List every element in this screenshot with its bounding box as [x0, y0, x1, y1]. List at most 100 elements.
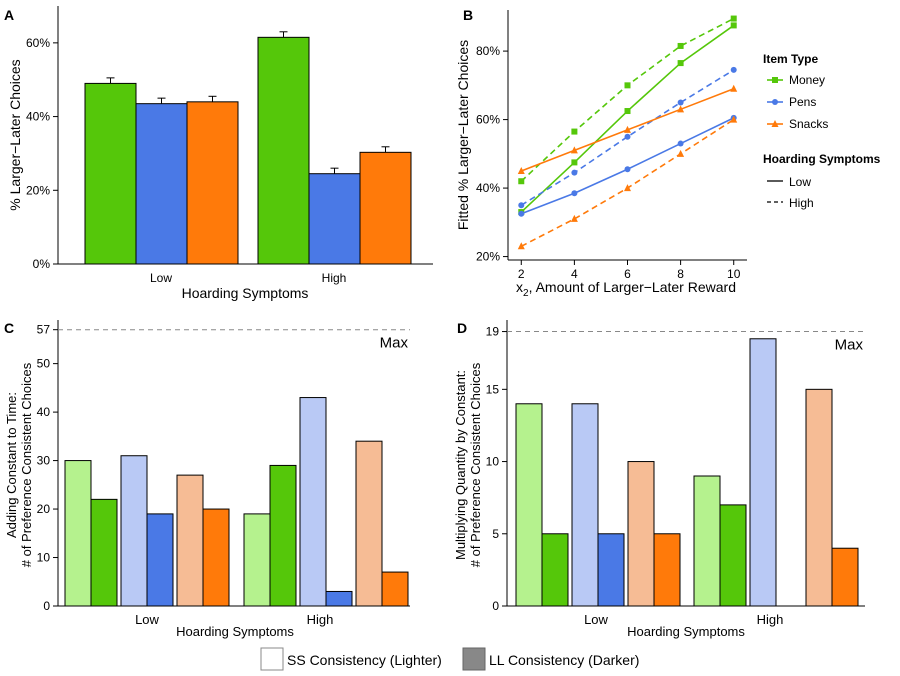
panel-c-bar-pens-ss-low	[120, 455, 148, 607]
panel-b-x-tick-label: 8	[677, 267, 684, 281]
panel-a-x-label: Hoarding Symptoms	[182, 285, 309, 301]
panel-d-bar-money-ll-low	[541, 533, 569, 607]
panel-a-y-label: % Larger−Later Choices	[7, 59, 23, 210]
panel-c-y-tick-label: 10	[37, 551, 51, 565]
panel-b-point-money	[518, 178, 525, 185]
panel-d-bar-money-ss-high	[693, 475, 721, 607]
legend-snacks-marker	[771, 120, 779, 127]
panel-c-max-label: Max	[380, 335, 409, 352]
panel-b-point-snacks	[624, 125, 631, 133]
panel-d-letter: D	[457, 320, 467, 336]
ss-legend-label: SS Consistency (Lighter)	[287, 652, 442, 668]
panel-d-y-label: Multiplying Quantity by Constant: # of P…	[453, 362, 483, 567]
panel-a-bar-snacks-high	[359, 151, 412, 265]
panel-c-y-tick-label: 20	[37, 502, 51, 516]
legend-item-type-title: Item Type	[763, 52, 818, 66]
ll-legend-label: LL Consistency (Darker)	[489, 652, 639, 668]
panel-b-y-tick-label: 20%	[476, 250, 500, 264]
legend-low-label: Low	[789, 175, 811, 189]
panel-b-point-pens	[571, 169, 578, 176]
panel-c-bar-snacks-ss-low	[176, 474, 204, 607]
panel-a-bar-money-low	[84, 82, 137, 265]
panel-b-point-pens	[624, 133, 631, 140]
panel-c-y-tick-label: 50	[37, 357, 51, 371]
panel-d-y-label-line1: Multiplying Quantity by Constant:	[453, 370, 468, 560]
panel-d-y-tick-label: 10	[486, 455, 500, 469]
panel-a-category-low: Low	[150, 271, 172, 285]
panel-b-point-money	[624, 108, 631, 115]
legend-high-label: High	[789, 196, 814, 210]
panel-c-bar-pens-ss-high	[299, 397, 327, 607]
panel-b-x-tick-label: 2	[518, 267, 525, 281]
panel-a-y-tick-label: 20%	[26, 183, 50, 197]
panel-b-point-money	[677, 60, 684, 67]
panel-b-x-tick-label: 4	[571, 267, 578, 281]
panel-d-bar-money-ss-low	[515, 403, 543, 607]
bottom-legend: SS Consistency (Lighter) LL Consistency …	[260, 647, 639, 671]
panel-a-y-tick-label: 40%	[26, 110, 50, 124]
panel-b-point-money	[571, 159, 578, 166]
panel-b-line-money-high	[520, 17, 735, 182]
panel-c-category-low: Low	[135, 612, 159, 627]
panel-d-bar-snacks-ll-high	[831, 547, 859, 607]
panel-c-y-label-line1: Adding Constant to Time:	[4, 392, 19, 538]
panel-b-y-tick-label: 80%	[476, 44, 500, 58]
panel-a-bar-pens-high	[308, 173, 361, 265]
panel-c-bar-pens-ll-low	[146, 513, 174, 607]
panel-c-bar-money-ss-high	[243, 513, 271, 607]
panel-b-point-money	[730, 15, 737, 22]
panel-b-y-tick-label: 40%	[476, 181, 500, 195]
panel-d-bar-pens-ss-low	[571, 403, 599, 607]
panel-b-x-label: x2, Amount of Larger−Later Reward	[516, 279, 736, 299]
panel-b-line-money-low	[520, 24, 735, 213]
panel-b-line-pens-high	[520, 69, 735, 206]
legend-hoarding-title: Hoarding Symptoms	[763, 152, 881, 166]
panel-c-x-label: Hoarding Symptoms	[176, 624, 294, 639]
panel-a-bar-money-high	[257, 36, 310, 265]
panel-b-point-pens	[518, 202, 525, 209]
panel-a-y-tick-label: 60%	[26, 36, 50, 50]
panel-b-point-snacks	[730, 84, 738, 92]
panel-d-y-tick-label: 0	[492, 599, 499, 613]
panel-a-category-high: High	[322, 271, 347, 285]
panel-d-bar-pens-ss-high	[749, 338, 777, 607]
panel-b-point-pens	[571, 190, 578, 197]
panel-b-point-pens	[730, 66, 737, 73]
panel-d-y-tick-label: 5	[492, 527, 499, 541]
ss-legend-swatch	[260, 647, 284, 671]
panel-c-chart: 0 10 20 30 40 50 57 Max Low High Hoarding Symp…	[4, 320, 410, 639]
panel-c-bar-snacks-ll-high	[381, 571, 409, 607]
panel-c-bar-money-ss-low	[64, 460, 92, 607]
panel-b-x-tick-label: 6	[624, 267, 631, 281]
ll-legend-swatch	[462, 647, 486, 671]
panel-a-letter: A	[4, 7, 14, 23]
panel-d-category-low: Low	[584, 612, 608, 627]
panel-b-point-snacks	[624, 184, 631, 192]
panel-b-legend: Item Type Money Pens Snacks Hoarding Sympt…	[763, 52, 881, 210]
panel-c-letter: C	[4, 320, 14, 336]
panel-d-category-high: High	[757, 612, 784, 627]
panel-b-chart: 2 4 6 8 10 20% 40% 60% 80% Fitted % Larger−Later…	[455, 10, 881, 299]
panel-b-point-snacks	[570, 146, 578, 154]
panel-b-point-money	[571, 128, 578, 135]
panel-c-y-tick-label: 57	[37, 323, 51, 337]
panel-a-bar-pens-low	[135, 103, 188, 265]
panel-d-bar-snacks-ll-low	[653, 533, 681, 607]
panel-b-point-snacks	[730, 115, 738, 123]
panel-c-bar-money-ll-high	[269, 464, 297, 607]
panel-a-chart: 0% 20% 40% 60% Low High Hoarding Symptoms %…	[7, 6, 433, 301]
panel-b-point-pens	[518, 210, 525, 217]
panel-d-x-label: Hoarding Symptoms	[627, 624, 745, 639]
panel-c-bar-snacks-ss-high	[355, 440, 383, 607]
panel-c-y-tick-label: 30	[37, 454, 51, 468]
panel-d-y-label-line2: # of Preference Consistent Choices	[468, 362, 483, 567]
panel-c-category-high: High	[307, 612, 334, 627]
panel-b-point-money	[730, 22, 737, 29]
panel-c-bar-pens-ll-high	[325, 590, 353, 607]
panel-b-y-tick-label: 60%	[476, 113, 500, 127]
panel-c-y-tick-label: 0	[43, 599, 50, 613]
legend-snacks-label: Snacks	[789, 117, 828, 131]
panel-b-y-label: Fitted % Larger−Later Choices	[455, 40, 471, 230]
panel-b-point-money	[624, 82, 631, 89]
